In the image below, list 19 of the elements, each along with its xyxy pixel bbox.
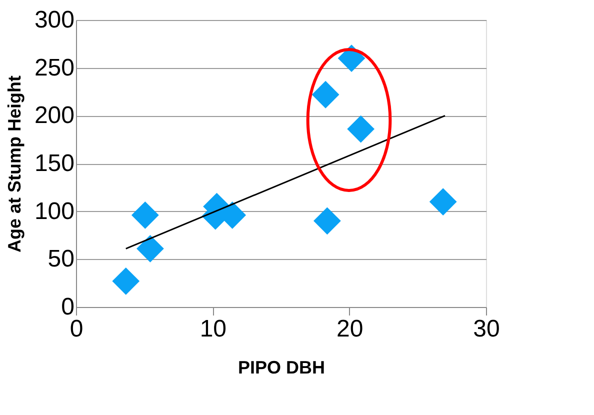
y-tick-label: 200 [34,102,74,130]
x-tick-label: 30 [473,316,500,342]
y-tick-label: 300 [34,6,74,34]
point [312,80,340,108]
point [112,267,140,295]
point [136,234,164,262]
point [347,115,375,143]
y-tick-label: 150 [34,150,74,177]
x-tick-label: 20 [336,316,364,342]
y-tick-label: 100 [34,198,74,225]
point [429,188,457,216]
point [131,201,159,229]
y-tick-label: 50 [48,246,74,273]
y-axis-title: Age at Stump Height [4,75,24,253]
y-tick-label: 0 [61,294,74,320]
x-tick-label: 10 [200,316,227,342]
x-axis-title: PIPO DBH [238,358,326,378]
y-tick-label: 250 [34,54,74,82]
point [314,207,341,235]
